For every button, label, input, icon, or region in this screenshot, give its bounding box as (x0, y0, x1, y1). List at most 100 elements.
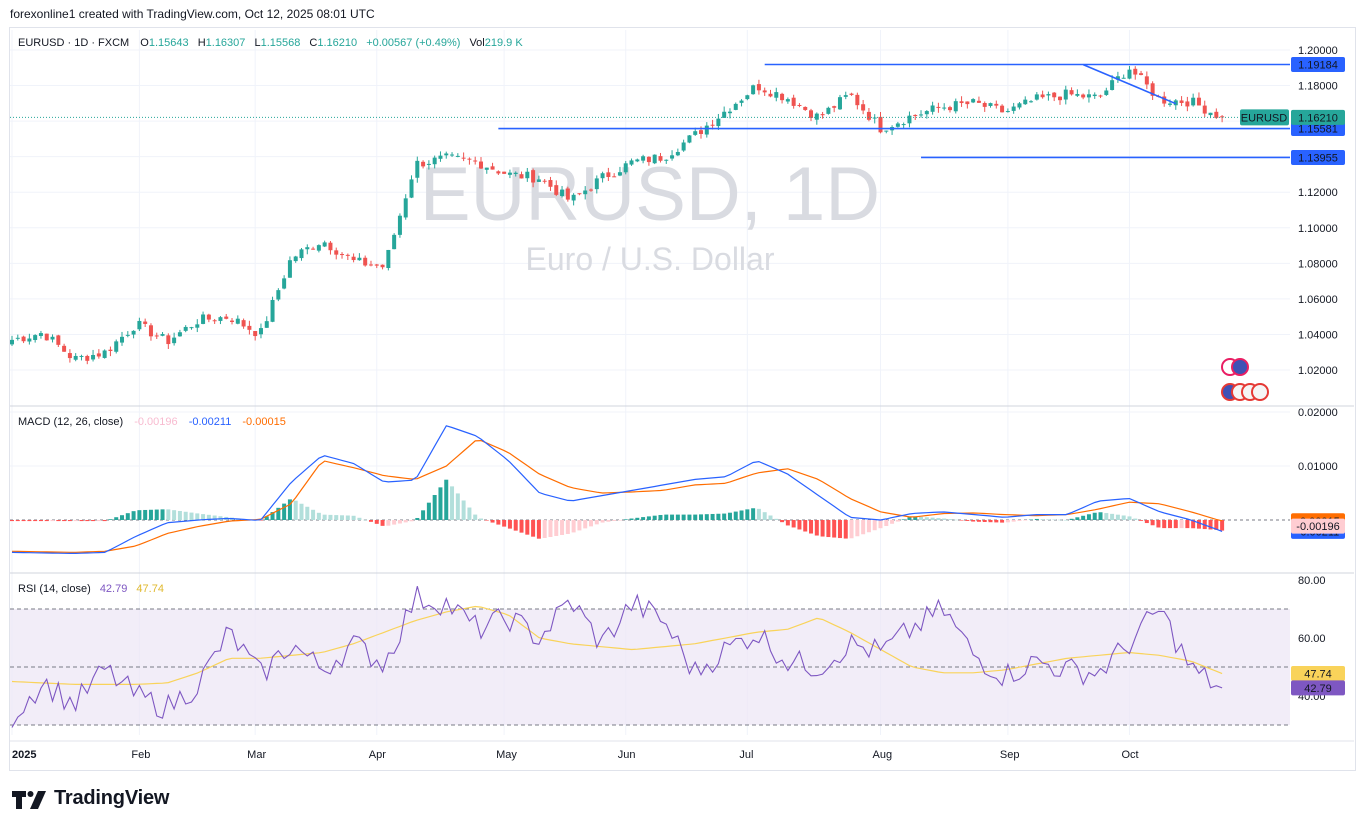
price-axis[interactable]: 1.200001.180001.160001.140001.120001.100… (1298, 45, 1338, 703)
rsi-value-tag-bg (1291, 680, 1345, 696)
trendline (1082, 63, 1177, 105)
macd-histogram-bar (1092, 512, 1097, 520)
legend-l-label: L (254, 37, 260, 49)
macd-histogram-bar (1011, 520, 1016, 522)
macd-histogram-bar (120, 515, 125, 520)
candle-body (253, 331, 258, 337)
macd-histogram-bar (212, 515, 217, 520)
macd-histogram-bar (687, 514, 692, 520)
candle-body (455, 155, 460, 157)
macd-histogram-bar (73, 520, 78, 522)
macd-histogram-bar (1185, 520, 1190, 529)
macd-histogram-bar (803, 520, 808, 532)
candle-body (1214, 111, 1219, 118)
macd-histogram-bar (1173, 520, 1178, 529)
macd-histogram-bar (357, 517, 362, 520)
macd-histogram-bar (345, 515, 350, 520)
macd-histogram-bar (623, 519, 628, 520)
event-flag-icon (1251, 383, 1269, 401)
macd-histogram-bar (282, 503, 287, 520)
legend-symbol: EURUSD · 1D · FXCM (18, 37, 129, 49)
price-tick-label: 1.18000 (1298, 81, 1338, 93)
macd-histogram-bar (635, 517, 640, 520)
time-axis[interactable]: 2025 Feb Mar Apr May Jun Jul Aug Sep Oct (12, 749, 1139, 761)
macd-panel[interactable] (10, 425, 1290, 554)
time-tick-label: Apr (369, 749, 386, 761)
candle-body (652, 154, 657, 164)
macd-histogram-bar (780, 520, 785, 523)
candle-body (542, 180, 547, 182)
macd-histogram-bar (878, 520, 883, 529)
macd-histogram-bar (1000, 520, 1005, 523)
candle-body (62, 345, 67, 352)
macd-histogram-bar (976, 520, 981, 522)
macd-histogram-bar (849, 520, 854, 539)
macd-histogram-bar (1208, 520, 1213, 530)
horizontal-levels[interactable] (10, 63, 1290, 159)
candle-body (606, 172, 611, 177)
macd-histogram-bar (600, 520, 605, 523)
candle-body (1168, 103, 1172, 105)
level-tag: 1.15581 (1298, 124, 1338, 136)
macd-histogram-bar (490, 520, 495, 523)
candle-body (276, 290, 281, 300)
candle-body (1104, 90, 1109, 95)
candle-body (942, 107, 947, 109)
macd-histogram-bar (85, 520, 90, 522)
candle-body (73, 355, 78, 360)
candle-body (1011, 106, 1016, 111)
price-panel[interactable] (10, 65, 1225, 365)
macd-histogram-bar (403, 520, 408, 523)
level-tag: 1.13955 (1298, 152, 1338, 164)
tradingview-logo-icon (12, 790, 46, 809)
candle-body (264, 321, 269, 328)
candle-body (924, 111, 929, 115)
candle-body (380, 264, 385, 268)
macd-histogram-bar (1150, 520, 1155, 526)
macd-histogram-bar (421, 510, 426, 520)
macd-histogram-bar (15, 520, 20, 522)
candle-body (322, 242, 327, 247)
candle-body (519, 174, 524, 179)
candle-body (293, 256, 298, 262)
macd-histogram-bar (716, 513, 721, 520)
price-tick-label: 1.02000 (1298, 365, 1338, 377)
macd-hist-tag-bg (1291, 518, 1345, 534)
candle-body (496, 171, 501, 174)
macd-histogram-bar (56, 520, 61, 522)
candle-body (91, 354, 96, 360)
macd-legend-label: MACD (12, 26, close) (18, 416, 123, 428)
tradingview-logo[interactable]: TradingView (12, 787, 169, 810)
candle-body (374, 264, 379, 266)
macd-histogram-bar (1098, 512, 1103, 520)
candle-body (809, 110, 814, 118)
macd-histogram-bar (206, 514, 211, 520)
macd-histogram-bar (589, 520, 593, 527)
candle-body (907, 115, 912, 124)
macd-histogram-bar (924, 517, 929, 520)
candle-body (814, 113, 819, 120)
events-icon[interactable] (1221, 358, 1269, 401)
candle-body (1052, 92, 1057, 98)
macd-histogram-bar (507, 520, 512, 529)
rsi-panel[interactable] (11, 586, 1223, 728)
macd-histogram-bar (693, 514, 698, 520)
macd-histogram-bar (131, 511, 136, 520)
candle-body (334, 250, 339, 255)
macd-histogram-bar (809, 520, 814, 534)
candle-body (114, 341, 119, 352)
macd-histogram-bar (473, 514, 478, 520)
candle-body (936, 106, 941, 108)
macd-histogram-bar (438, 487, 443, 520)
candle-body (397, 215, 402, 235)
candle-body (837, 97, 842, 110)
macd-histogram-bar (426, 502, 431, 520)
macd-histogram-bar (1144, 520, 1149, 524)
rsi-value-tag: 42.79 (1304, 683, 1332, 695)
macd-histogram-bar (820, 520, 825, 537)
candle-body (270, 299, 275, 322)
candle-body (160, 334, 165, 336)
candle-body (120, 336, 125, 343)
legend-h-label: H (198, 37, 206, 49)
